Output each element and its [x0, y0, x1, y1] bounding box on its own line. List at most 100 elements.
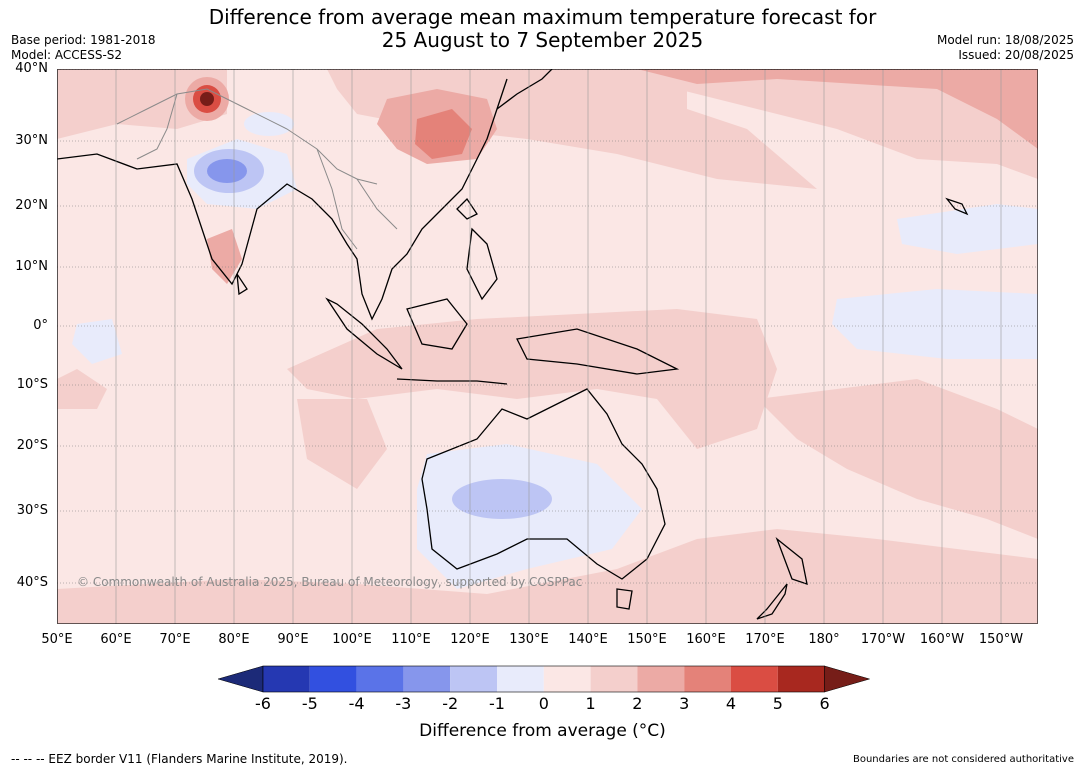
latitude-label: 30°N: [15, 133, 48, 148]
colorbar-segment: [450, 666, 497, 692]
warm-core-north-pacific: [637, 69, 1038, 149]
longitude-label: 110°E: [391, 632, 431, 647]
longitude-label: 60°E: [100, 632, 132, 647]
new-guinea-coastline: [516, 328, 680, 375]
longitude-label: 70°E: [159, 632, 191, 647]
map-frame: [57, 69, 1038, 624]
cool-region-tibet: [244, 112, 294, 136]
colorbar-max-extension: [824, 665, 871, 693]
longitude-label: 170°W: [860, 632, 906, 647]
colorbar-segment: [637, 666, 685, 692]
colorbar-tick-label: 5: [772, 694, 783, 713]
colorbar-tick-label: 3: [679, 694, 690, 713]
korea-japan-coastline: [496, 69, 553, 110]
latitude-label: 0°: [33, 318, 48, 333]
border-china-vietnam: [356, 178, 398, 230]
warm-region-southern-ocean: [57, 529, 1038, 624]
sri-lanka-coastline: [236, 273, 248, 296]
warm-core-china-inner: [415, 109, 472, 159]
border-pakistan: [136, 93, 178, 160]
colorbar-segment: [777, 666, 825, 692]
hotspot-inner: [200, 92, 214, 106]
longitude-label: 170°E: [745, 632, 785, 647]
colorbar-segment: [309, 666, 357, 692]
graticule: [57, 69, 1038, 624]
colorbar-tick-label: 1: [585, 694, 596, 713]
colorbar-frame: [262, 665, 825, 693]
country-borders: [116, 88, 398, 250]
tasmania-coastline: [616, 588, 633, 610]
latitude-label: 40°N: [15, 61, 48, 76]
colorbar-segment: [590, 666, 638, 692]
australia-coastline: [421, 388, 666, 580]
eez-note: -- -- -- EEZ border V11 (Flanders Marine…: [11, 752, 348, 766]
colorbar-tick-label: 2: [632, 694, 643, 713]
longitude-label: 90°E: [277, 632, 309, 647]
colorbar-segment: [403, 666, 451, 692]
colorbar-tick-label: 0: [538, 694, 549, 713]
longitude-label: 50°E: [41, 632, 73, 647]
warm-region-north-west: [57, 69, 227, 139]
issued-text: Issued: 20/08/2025: [958, 48, 1074, 62]
longitude-label: 180°: [808, 632, 840, 647]
longitude-label: 140°E: [568, 632, 608, 647]
warm-region-west-indian: [57, 369, 107, 409]
colorbar-tick-label: -6: [255, 694, 271, 713]
hawaii-coastline: [945, 197, 969, 216]
warm-region-india-south: [207, 229, 242, 284]
new-zealand-coastline: [756, 537, 808, 620]
cool-region-australia: [417, 444, 642, 589]
longitude-label: 120°E: [450, 632, 490, 647]
colorbar-tick-label: -2: [442, 694, 459, 713]
longitude-label: 150°E: [627, 632, 667, 647]
borneo-coastline: [406, 298, 468, 350]
latitude-label: 20°S: [16, 438, 48, 453]
model-run-text: Model run: 18/08/2025: [936, 33, 1074, 47]
base-period-text: Base period: 1981-2018: [11, 33, 156, 47]
colorbar-segment: [543, 666, 591, 692]
cool-core-australia: [452, 479, 552, 519]
cool-core-india-inner: [207, 159, 247, 183]
colorbar-segment: [497, 666, 544, 692]
cool-region-west-indian: [72, 319, 122, 364]
latitude-label: 10°N: [15, 259, 48, 274]
colorbar-label: Difference from average (°C): [419, 721, 666, 741]
copyright-note: © Commonwealth of Australia 2025, Bureau…: [77, 575, 583, 589]
colorbar-tick-label: -5: [301, 694, 318, 713]
warm-region-indian-ocean: [297, 399, 387, 489]
latitude-label: 30°S: [16, 503, 48, 518]
border-indochina: [316, 148, 358, 250]
longitude-label: 150°W: [978, 632, 1024, 647]
longitude-label: 100°E: [332, 632, 372, 647]
colorbar-tick-label: -4: [348, 694, 365, 713]
java-coastline: [396, 378, 508, 385]
map-svg: [57, 69, 1038, 624]
forecast-map: [57, 69, 1038, 624]
chart-title-line2: 25 August to 7 September 2025: [381, 28, 704, 52]
colorbar-tick-label: -1: [489, 694, 505, 713]
colorbar-segment: [356, 666, 404, 692]
colorbar-segment: [684, 666, 731, 692]
boundaries-note: Boundaries are not considered authoritat…: [852, 754, 1074, 765]
philippines-coastline: [466, 227, 498, 301]
warm-region-south-pacific: [757, 379, 1038, 539]
cool-region-central-pacific-north: [897, 204, 1038, 254]
colorbar-tick-label: 4: [725, 694, 737, 713]
colorbar-segment: [731, 666, 778, 692]
warm-region-maritime-continent: [287, 309, 777, 449]
latitude-label: 10°S: [16, 377, 48, 392]
longitude-label: 160°W: [919, 632, 965, 647]
warm-region-north-pacific: [617, 69, 1038, 179]
colorbar-tick-label: -3: [395, 694, 412, 713]
border-himalaya: [116, 88, 378, 185]
model-text: Model: ACCESS-S2: [11, 48, 123, 62]
latitude-label: 40°S: [16, 575, 48, 590]
taiwan-coastline: [456, 197, 478, 220]
chart-title-line1: Difference from average mean maximum tem…: [208, 5, 877, 29]
colorbar-tick-label: 6: [819, 694, 830, 713]
cool-region-central-pacific: [832, 289, 1038, 359]
longitude-label: 130°E: [509, 632, 549, 647]
longitude-label: 160°E: [686, 632, 726, 647]
colorbar-min-extension: [217, 665, 264, 693]
colorbar-segment: [263, 666, 310, 692]
